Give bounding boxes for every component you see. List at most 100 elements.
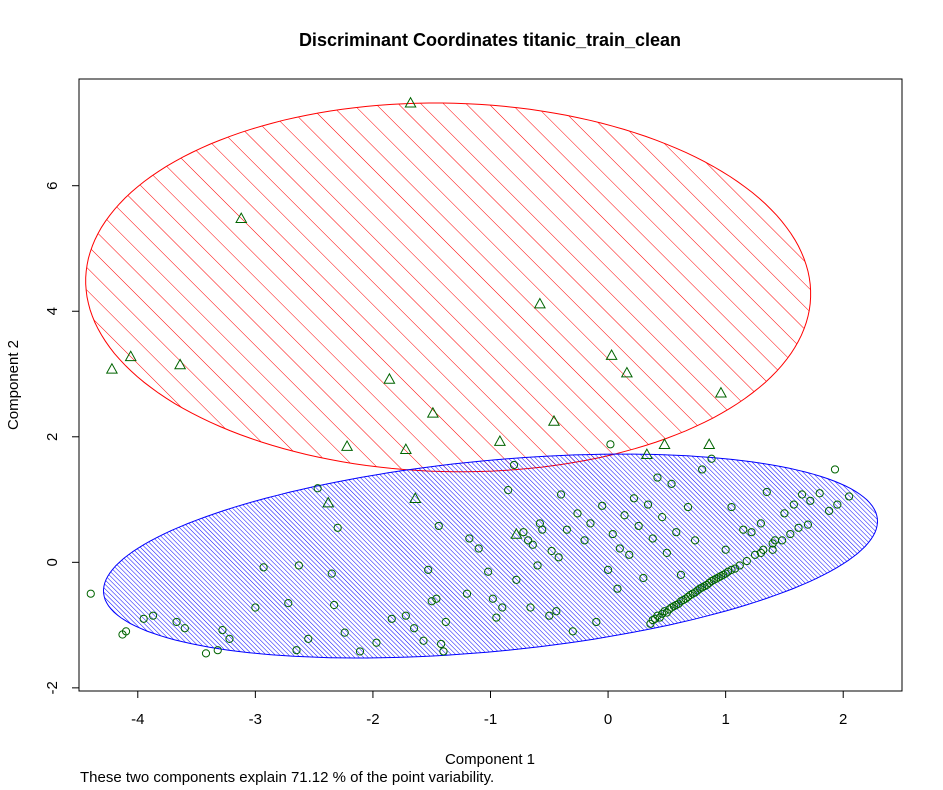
cluster-2-point bbox=[676, 570, 686, 579]
cluster-2-point bbox=[750, 550, 760, 559]
cluster-2-point bbox=[643, 500, 653, 509]
cluster-2-point bbox=[662, 548, 671, 558]
cluster-2-point bbox=[562, 525, 572, 534]
cluster-1-point bbox=[174, 358, 187, 370]
cluster-1-point bbox=[409, 492, 422, 503]
cluster-2-point bbox=[727, 502, 736, 512]
cluster-2-point bbox=[794, 523, 803, 532]
cluster-2-point bbox=[509, 460, 519, 470]
cluster-2-point bbox=[121, 627, 131, 636]
cluster-2-point bbox=[492, 613, 501, 622]
cluster-2-point bbox=[797, 490, 807, 499]
cluster-2-point bbox=[554, 553, 563, 562]
cluster-1-point bbox=[510, 527, 523, 539]
cluster-2-point bbox=[172, 617, 181, 627]
cluster-2-point bbox=[806, 496, 815, 505]
cluster-2-point bbox=[789, 500, 798, 509]
cluster-2-point bbox=[180, 624, 189, 633]
cluster-2-point bbox=[648, 534, 657, 543]
cluster-2-point bbox=[613, 584, 622, 593]
cluster-2-point bbox=[526, 603, 535, 612]
cluster-2-point bbox=[615, 544, 624, 553]
cluster-2-point bbox=[432, 594, 441, 603]
cluster-2-point bbox=[658, 609, 667, 618]
cluster-1-point bbox=[105, 362, 118, 374]
cluster-2-point bbox=[598, 501, 607, 510]
y-tick-label: 4 bbox=[44, 307, 61, 315]
x-tick-label: 0 bbox=[604, 711, 612, 728]
cluster-2-point bbox=[86, 589, 95, 598]
cluster-2-point bbox=[568, 627, 577, 636]
cluster-2-point bbox=[498, 603, 507, 612]
cluster-1-point bbox=[322, 496, 335, 508]
cluster-2-point bbox=[294, 561, 303, 570]
cluster-2-point bbox=[721, 569, 730, 578]
cluster-2-point bbox=[387, 614, 396, 623]
cluster-2-point bbox=[437, 639, 446, 649]
x-tick-label: -3 bbox=[249, 711, 262, 728]
cluster-2-point bbox=[419, 636, 428, 645]
y-tick-label: 0 bbox=[44, 558, 61, 566]
cluster-2-point bbox=[528, 540, 537, 549]
cluster-2-point bbox=[251, 603, 260, 612]
cluster-2-point bbox=[355, 647, 365, 656]
cluster-2-point bbox=[620, 511, 629, 520]
cluster-2-point bbox=[427, 597, 436, 606]
cluster-2-ellipse bbox=[102, 453, 879, 659]
cluster-2-point bbox=[629, 494, 639, 503]
cluster-2-point bbox=[519, 528, 528, 537]
cluster-2-point bbox=[580, 536, 589, 545]
cluster-2-point bbox=[739, 525, 748, 534]
cluster-2-point bbox=[608, 529, 617, 539]
cluster-2-point bbox=[698, 465, 707, 474]
cluster-2-point bbox=[484, 567, 493, 576]
cluster-2-point bbox=[658, 513, 667, 522]
cluster-2-point bbox=[488, 594, 497, 603]
cluster-2-point bbox=[340, 628, 349, 637]
cluster-2-point bbox=[333, 523, 342, 532]
cluster-2-point bbox=[524, 536, 533, 545]
cluster-2-point bbox=[304, 634, 313, 644]
cluster-1-point bbox=[605, 348, 618, 360]
cluster-2-point bbox=[825, 506, 834, 515]
cluster-1-point bbox=[640, 448, 653, 460]
y-axis: -2 0 2 4 6 bbox=[44, 182, 80, 695]
cluster-1-point bbox=[620, 366, 633, 378]
cluster-2-point bbox=[634, 521, 643, 531]
cluster-1-point bbox=[399, 443, 412, 454]
cluster-2-point bbox=[424, 565, 433, 574]
cluster-1-point bbox=[235, 212, 248, 224]
cluster-2-point bbox=[667, 479, 676, 488]
cluster-1-point bbox=[341, 439, 354, 451]
x-tick-label: 1 bbox=[721, 711, 729, 728]
cluster-1-point bbox=[383, 372, 396, 384]
cluster-2-point bbox=[225, 634, 234, 644]
cluster-2-point bbox=[292, 646, 301, 655]
x-tick-label: 2 bbox=[839, 711, 847, 728]
x-axis: -4 -3 -2 -1 0 1 2 bbox=[131, 690, 847, 728]
cluster-2-point bbox=[815, 489, 824, 498]
cluster-2-point bbox=[690, 536, 700, 545]
cluster-2-point bbox=[573, 509, 582, 518]
cluster-2-point bbox=[653, 611, 662, 620]
cluster-2-point bbox=[434, 521, 443, 531]
cluster-2-point bbox=[721, 545, 730, 554]
cluster-2-point bbox=[777, 536, 787, 545]
cluster-1-point bbox=[547, 414, 561, 426]
x-tick-label: -4 bbox=[131, 711, 144, 728]
cluster-2-point bbox=[735, 561, 744, 570]
cluster-2-point bbox=[830, 465, 840, 474]
cluster-2-point bbox=[707, 454, 716, 463]
y-tick-label: 6 bbox=[44, 182, 61, 190]
cluster-2-point bbox=[201, 649, 211, 658]
cluster-2-point bbox=[672, 528, 681, 537]
cluster-2-point bbox=[284, 599, 293, 608]
cluster-2-point bbox=[727, 565, 736, 574]
cluster-2-point bbox=[780, 509, 789, 518]
cluster-2-point bbox=[441, 617, 450, 627]
y-axis-label: Component 2 bbox=[5, 340, 22, 430]
cluster-2-point bbox=[768, 545, 777, 554]
cluster-1-point bbox=[493, 434, 506, 446]
cluster-2-point bbox=[545, 611, 554, 620]
